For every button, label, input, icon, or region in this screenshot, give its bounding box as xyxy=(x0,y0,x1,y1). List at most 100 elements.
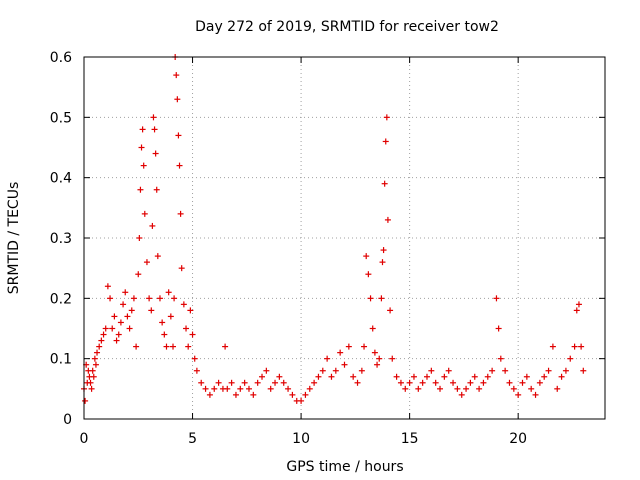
data-point xyxy=(175,132,182,139)
data-point xyxy=(536,379,543,386)
data-point xyxy=(374,361,381,368)
data-point xyxy=(558,373,565,380)
data-point xyxy=(146,295,153,302)
data-point xyxy=(113,337,120,344)
data-point xyxy=(458,391,465,398)
data-point xyxy=(573,307,580,314)
x-tick-label: 0 xyxy=(80,431,89,447)
data-point xyxy=(506,379,513,386)
data-point xyxy=(115,331,122,338)
data-point xyxy=(267,385,274,392)
data-point xyxy=(167,313,174,320)
data-point xyxy=(341,361,348,368)
y-tick-label: 0.1 xyxy=(50,352,72,368)
data-point xyxy=(383,114,390,121)
data-point xyxy=(148,307,155,314)
data-point xyxy=(259,373,266,380)
data-point xyxy=(545,367,552,374)
data-point xyxy=(198,379,205,386)
data-point xyxy=(140,162,147,169)
data-point xyxy=(136,235,143,241)
data-point xyxy=(143,259,150,266)
data-point xyxy=(117,319,124,326)
data-point xyxy=(382,138,389,145)
data-point xyxy=(315,373,322,380)
data-point xyxy=(384,216,391,223)
data-point xyxy=(137,186,144,193)
data-point xyxy=(393,373,400,380)
data-point xyxy=(228,379,235,386)
data-point xyxy=(250,391,257,398)
data-point xyxy=(92,361,99,368)
data-point xyxy=(467,379,474,386)
data-point xyxy=(135,271,142,278)
data-point xyxy=(98,337,105,344)
data-point xyxy=(497,355,504,362)
data-point xyxy=(562,367,569,374)
data-point xyxy=(104,283,111,290)
data-point xyxy=(89,367,96,374)
data-point xyxy=(454,385,461,392)
data-point xyxy=(541,373,548,380)
data-point xyxy=(328,373,335,380)
data-point xyxy=(493,295,500,302)
data-point xyxy=(502,367,509,374)
data-point xyxy=(254,379,261,386)
data-point xyxy=(128,307,135,314)
data-point xyxy=(358,367,365,374)
data-point xyxy=(224,385,231,392)
data-point xyxy=(150,114,157,121)
data-point xyxy=(367,295,374,302)
data-point xyxy=(476,385,483,392)
data-point xyxy=(523,373,530,380)
x-tick-label: 10 xyxy=(292,431,310,447)
data-point xyxy=(428,367,435,374)
data-point xyxy=(319,367,326,374)
data-point xyxy=(378,295,385,302)
data-point xyxy=(276,373,283,380)
data-point xyxy=(387,307,394,314)
data-point xyxy=(141,210,148,217)
data-point xyxy=(152,150,159,157)
data-point xyxy=(365,271,372,278)
data-point xyxy=(178,265,185,272)
data-point xyxy=(161,331,168,338)
axis-ticks: 0 5 10 15 20 0 0.1 0.2 0.3 0.4 0.5 0.6 xyxy=(50,50,605,447)
data-point xyxy=(176,162,183,169)
data-point xyxy=(363,253,370,260)
data-point xyxy=(379,259,386,266)
data-point xyxy=(495,325,502,332)
data-point xyxy=(202,385,209,392)
data-point xyxy=(578,343,585,350)
data-point xyxy=(406,379,413,386)
data-point xyxy=(298,397,305,404)
data-point xyxy=(445,367,452,374)
data-point xyxy=(332,367,339,374)
data-point xyxy=(245,385,252,392)
data-point xyxy=(423,373,430,380)
data-point xyxy=(189,331,196,338)
data-point xyxy=(154,253,161,260)
data-point xyxy=(193,367,200,374)
data-point xyxy=(549,343,556,350)
data-point xyxy=(215,379,222,386)
data-point xyxy=(96,343,103,350)
data-point xyxy=(380,247,387,254)
data-point xyxy=(163,343,170,350)
data-point xyxy=(107,295,114,302)
data-point xyxy=(324,355,331,362)
data-point xyxy=(489,367,496,374)
data-point xyxy=(302,391,309,398)
data-point xyxy=(153,186,160,193)
data-point xyxy=(432,379,439,386)
data-point xyxy=(180,301,187,308)
data-point xyxy=(185,343,192,350)
data-point xyxy=(111,313,118,320)
data-point xyxy=(149,222,156,229)
data-point xyxy=(272,379,279,386)
data-point xyxy=(82,397,89,404)
data-point xyxy=(100,331,107,338)
data-point xyxy=(567,355,574,362)
data-point xyxy=(170,343,177,350)
